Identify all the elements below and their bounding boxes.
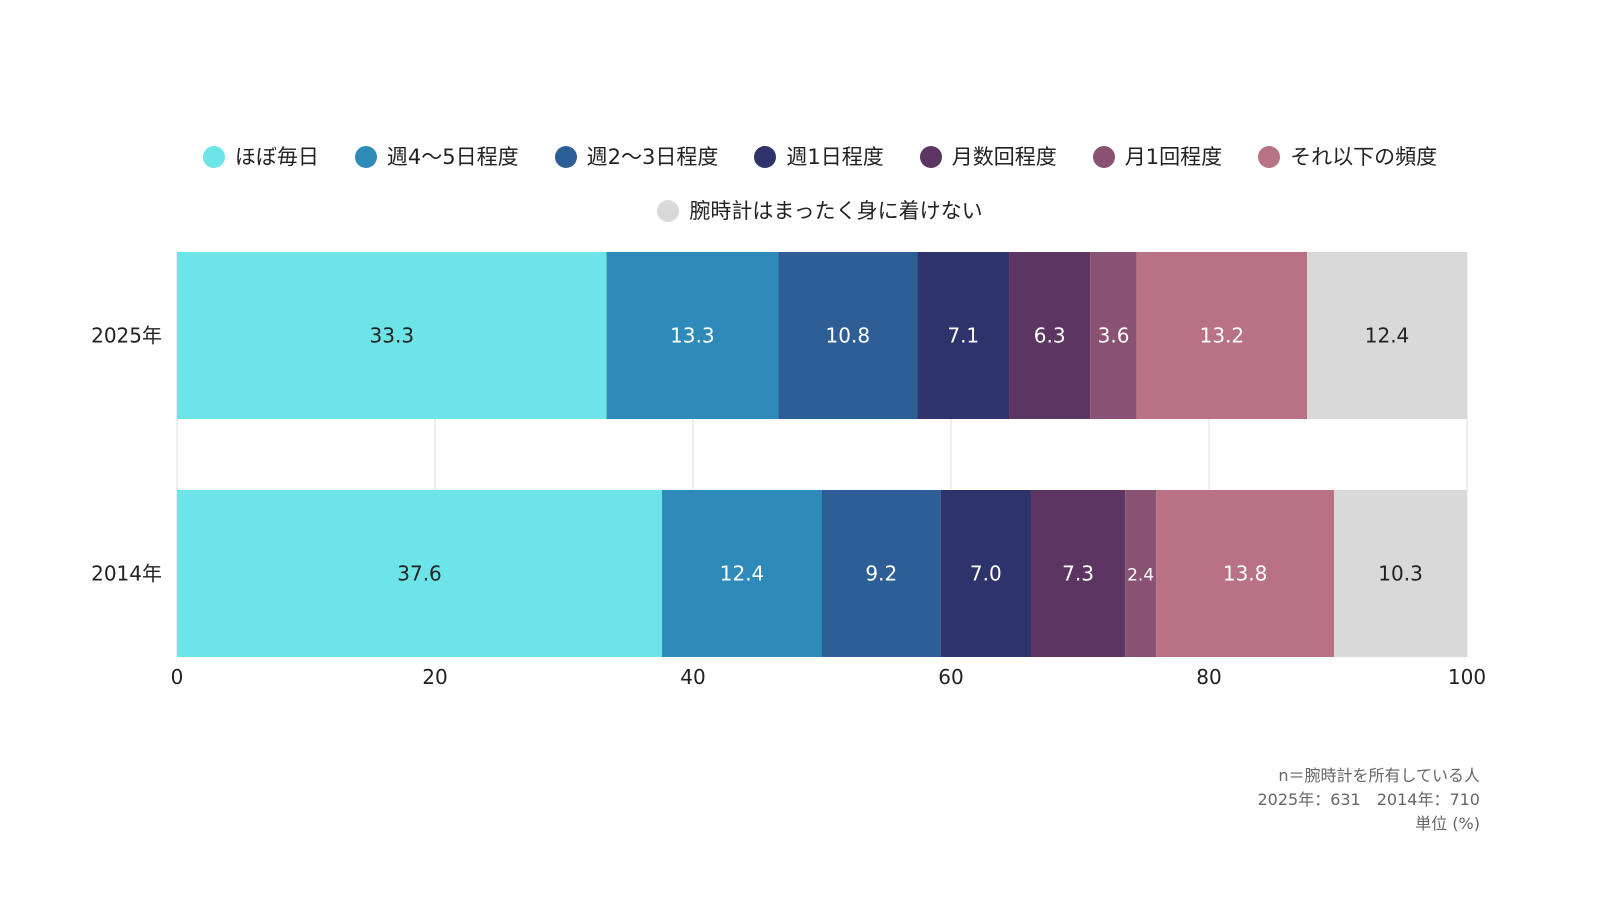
bar-segment [177,490,663,657]
legend-item: ほぼ毎日 [202,140,319,174]
bar-segment [662,490,822,657]
legend-item: 週4〜5日程度 [354,140,519,174]
legend-item: 月1回程度 [1092,140,1223,174]
x-tick-label: 100 [1448,665,1486,689]
category-label: 2025年 [91,324,162,348]
data-label: 12.4 [720,562,765,586]
legend-swatch [919,146,942,168]
legend-label: 腕時計はまったく身に着けない [689,199,983,223]
legend-label: それ以下の頻度 [1290,145,1438,169]
bar-segment [822,490,941,657]
x-tick-label: 40 [680,665,705,689]
data-label: 12.4 [1365,324,1410,348]
data-label: 10.8 [826,324,871,348]
data-label: 33.3 [370,324,415,348]
data-label: 13.8 [1223,562,1268,586]
data-label: 7.0 [970,562,1002,586]
category-label: 2014年 [91,562,162,586]
x-tick-label: 60 [938,665,963,689]
bars [177,252,1467,657]
bar-segment [917,252,1010,419]
bar-segment [778,252,918,419]
bar-segment [940,490,1031,657]
legend-label: 週4〜5日程度 [386,145,519,169]
bar-segment [1307,252,1467,419]
legend-swatch [1258,146,1281,168]
legend-label: 月数回程度 [951,145,1057,169]
chart-legend: ほぼ毎日 週4〜5日程度 週2〜3日程度 週1日程度 月数回程度 月1回程度 それ以下の頻度… [150,140,1490,228]
legend-label: 週1日程度 [786,145,884,169]
bar-segment [1009,252,1091,419]
bar-segment [1156,490,1335,657]
data-label: 13.3 [670,324,715,348]
data-label: 37.6 [397,562,442,586]
data-labels: 33.3 13.3 10.8 7.1 6.3 3.6 13.2 12.4 37.6 12.4 9.2… [370,324,1423,586]
legend-item: 腕時計はまったく身に着けない [657,194,983,228]
data-label: 13.2 [1200,324,1245,348]
bar-segment [1334,490,1467,657]
footnote-sample-description: n＝腕時計を所有している人 [1278,766,1480,785]
legend-swatch [657,200,680,222]
legend-label: 週2〜3日程度 [586,145,719,169]
legend-label: ほぼ毎日 [234,145,319,169]
data-label: 6.3 [1034,324,1066,348]
data-label: 9.2 [865,562,897,586]
legend-item: 週2〜3日程度 [554,140,719,174]
footnote-sample-sizes: 2025年：631 2014年：710 [1257,790,1480,809]
data-label: 7.3 [1062,562,1094,586]
data-label: 3.6 [1098,324,1130,348]
legend-swatch [354,146,377,168]
bar-segment [1030,490,1126,657]
x-tick-label: 80 [1196,665,1221,689]
legend-swatch [554,146,577,168]
axes: 0 20 40 60 80 100 2025年 2014年 [91,324,1486,690]
legend-label: 月1回程度 [1124,145,1223,169]
legend-item: 月数回程度 [919,140,1057,174]
x-tick-label: 0 [171,665,184,689]
legend-swatch [1092,146,1115,168]
data-label: 10.3 [1378,562,1423,586]
bar-segment [1125,490,1157,657]
bar-segment [1090,252,1137,419]
bar-segment [1136,252,1308,419]
legend-swatch [202,146,225,168]
data-label: 2.4 [1127,566,1154,586]
legend-item: それ以下の頻度 [1258,140,1437,174]
legend-swatch [754,146,777,168]
bar-segment [177,252,607,419]
data-label: 7.1 [947,324,979,348]
bar-segment [606,252,779,419]
legend-item: 週1日程度 [754,140,884,174]
footnote-unit: 単位 (%) [1415,814,1480,833]
x-tick-label: 20 [422,665,447,689]
chart-footnote: n＝腕時計を所有している人 2025年：631 2014年：710 単位 (%) [1257,764,1480,836]
